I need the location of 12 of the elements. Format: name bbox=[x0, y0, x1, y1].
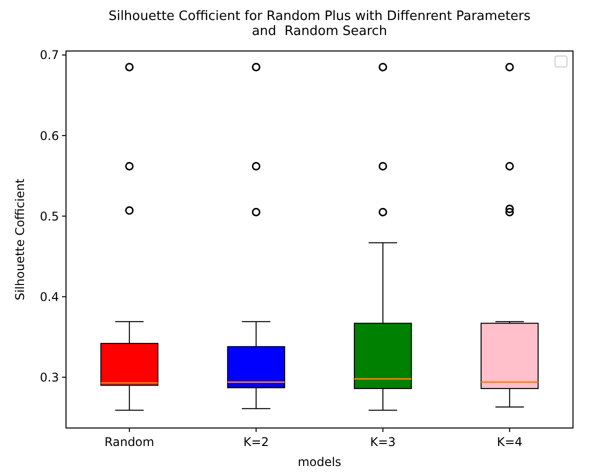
y-tick-label: 0.5 bbox=[40, 209, 59, 224]
x-tick-label: Random bbox=[104, 435, 154, 449]
x-tick-label: K=3 bbox=[370, 435, 396, 449]
y-tick-label: 0.3 bbox=[40, 370, 59, 384]
x-tick-label: K=2 bbox=[243, 435, 269, 449]
chart-title: Silhouette Cofficient for Random Plus with Diffenrent Parameters and Random Search bbox=[108, 9, 531, 39]
y-tick-label: 0.7 bbox=[40, 48, 59, 62]
y-axis-title: Silhouette Cofficient bbox=[13, 178, 27, 300]
x-tick-label: K=4 bbox=[496, 435, 522, 449]
x-axis-title: models bbox=[298, 455, 342, 469]
y-tick-label: 0.6 bbox=[40, 128, 59, 143]
y-tick-label: 0.4 bbox=[40, 290, 59, 304]
